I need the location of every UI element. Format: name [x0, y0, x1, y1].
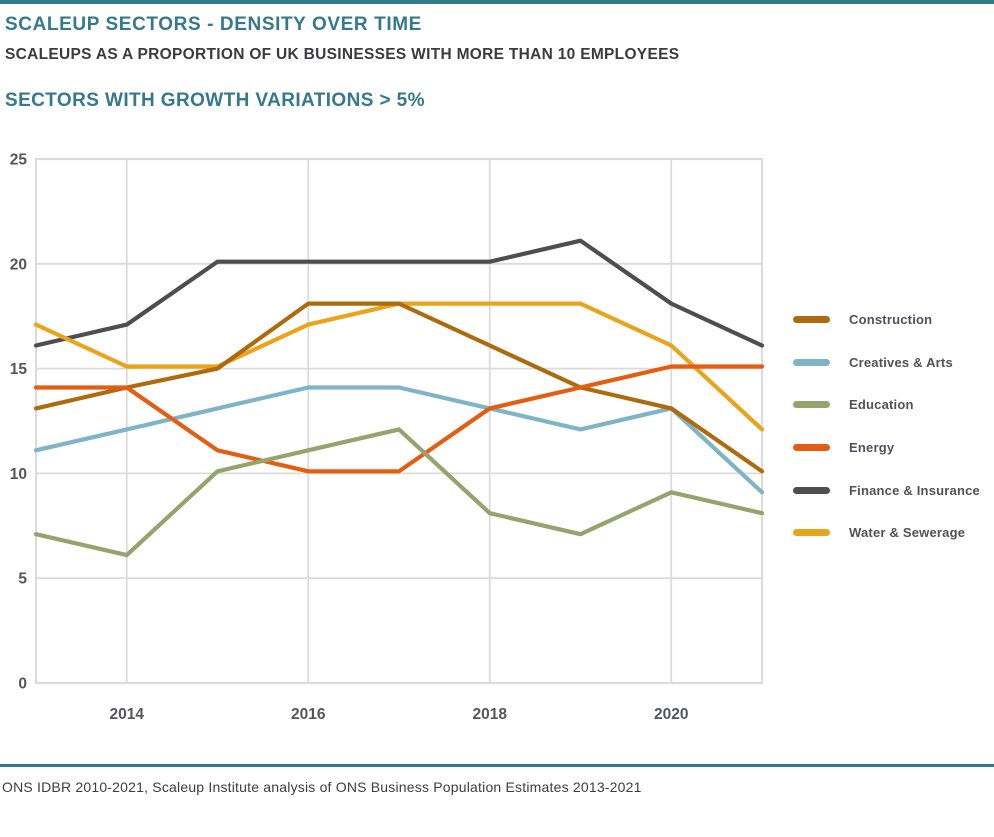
legend-swatch — [793, 529, 830, 537]
series-line-education — [33, 427, 765, 558]
legend-item: Construction — [793, 298, 993, 341]
y-axis-tick-label: 20 — [10, 256, 27, 273]
legend-item: Education — [793, 383, 993, 426]
legend-item: Finance & Insurance — [793, 469, 993, 512]
chart-header: SCALEUP SECTORS - DENSITY OVER TIME SCAL… — [5, 14, 985, 112]
legend-swatch — [793, 315, 830, 323]
legend-swatch — [793, 358, 830, 366]
legend-label: Water & Sewerage — [849, 525, 966, 541]
legend-item: Energy — [793, 426, 993, 469]
legend-label: Construction — [849, 311, 933, 327]
series-line-construction — [33, 301, 765, 474]
page-title: SCALEUP SECTORS - DENSITY OVER TIME — [5, 14, 422, 35]
legend-swatch — [793, 443, 830, 451]
legend-label: Education — [849, 397, 914, 413]
legend-swatch — [793, 486, 830, 494]
chart-canvas: 0 5 10 15 20 25 2014 2016 2018 2020 — [10, 152, 765, 723]
chart-legend: Construction Creatives & Arts Education Ene… — [793, 298, 993, 554]
y-axis-tick-label: 15 — [10, 361, 28, 378]
y-axis-tick-label: 5 — [18, 571, 27, 588]
x-axis-tick-label: 2016 — [291, 706, 326, 723]
x-axis-tick-label: 2020 — [654, 706, 688, 723]
legend-swatch — [793, 401, 830, 409]
y-axis-tick-label: 25 — [10, 152, 28, 169]
page-subtitle: SCALEUPS AS A PROPORTION OF UK BUSINESSE… — [5, 46, 680, 63]
x-axis-tick-label: 2014 — [110, 706, 145, 723]
series-line-creatives-arts — [33, 385, 765, 495]
line-chart: 0 5 10 15 20 25 2014 2016 2018 2020 Construction C… — [0, 140, 994, 760]
legend-item: Creatives & Arts — [793, 341, 993, 384]
source-note: ONS IDBR 2010-2021, Scaleup Institute an… — [2, 779, 642, 795]
plot-border — [34, 157, 764, 685]
legend-item: Water & Sewerage — [793, 511, 993, 554]
top-accent-bar — [0, 0, 994, 4]
legend-label: Creatives & Arts — [849, 354, 953, 370]
series-line-energy — [33, 364, 765, 474]
y-axis-tick-label: 0 — [18, 676, 27, 693]
legend-label: Energy — [849, 439, 895, 455]
footer-divider — [0, 764, 994, 767]
y-axis-tick-label: 10 — [10, 466, 27, 483]
series-line-finance-insurance — [33, 238, 765, 348]
x-axis-tick-label: 2018 — [473, 706, 508, 723]
section-title: SECTORS WITH GROWTH VARIATIONS > 5% — [5, 90, 425, 111]
legend-label: Finance & Insurance — [849, 482, 980, 498]
